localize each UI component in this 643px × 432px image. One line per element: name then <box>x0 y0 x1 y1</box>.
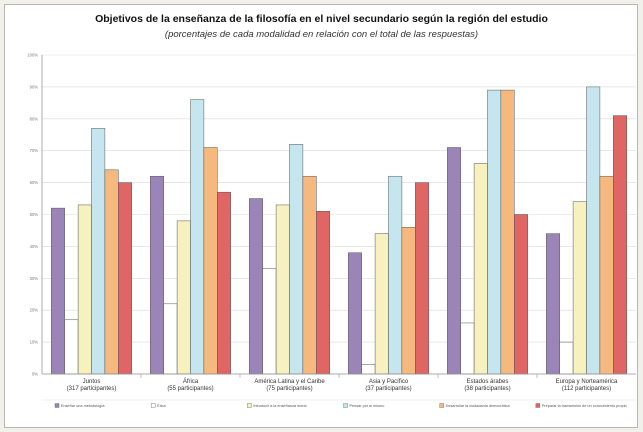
bar <box>275 204 290 375</box>
x-tick-label: Estados árabes <box>467 379 509 385</box>
bar <box>401 227 416 375</box>
y-tick-label: 70% <box>30 148 39 153</box>
bar <box>217 191 231 375</box>
x-tick-label: (112 participantes) <box>562 386 611 392</box>
bar <box>500 89 515 375</box>
bar <box>361 364 376 375</box>
bar <box>249 198 263 375</box>
bar <box>415 182 429 375</box>
chart-title: Objetivos de la enseñanza de la filosofí… <box>95 13 548 25</box>
bar <box>289 144 304 375</box>
legend-swatch <box>150 403 156 408</box>
bar <box>163 303 178 375</box>
bar <box>460 322 475 375</box>
y-tick-label: 80% <box>30 116 39 121</box>
bar <box>262 268 277 375</box>
y-tick-label: 30% <box>30 276 39 281</box>
y-tick-label: 10% <box>30 340 39 345</box>
bar <box>118 182 132 375</box>
bar <box>447 147 461 375</box>
legend-label: Pensar por sí mismo <box>350 404 385 408</box>
bar <box>51 207 65 375</box>
bar <box>572 201 587 375</box>
x-tick-label: (37 participantes) <box>365 386 411 392</box>
bar <box>374 233 389 375</box>
y-tick-label: 60% <box>30 180 39 185</box>
x-tick-label: (38 participantes) <box>464 386 510 392</box>
y-tick-label: 40% <box>30 244 39 249</box>
bar <box>487 89 502 375</box>
legend-swatch <box>535 403 541 408</box>
bar <box>599 175 614 375</box>
x-tick-label: Asia y Pacífico <box>369 379 409 385</box>
bar <box>203 147 218 375</box>
legend: Enseñar una metodología Ética Introducir a… <box>42 399 636 408</box>
legend-swatch <box>54 403 60 408</box>
legend-label: Enseñar una metodología <box>61 404 105 408</box>
bar <box>176 220 191 375</box>
y-tick-label: 0% <box>32 372 38 377</box>
y-tick-label: 20% <box>30 308 39 313</box>
bar <box>64 319 79 375</box>
y-tick-label: 100% <box>27 53 38 58</box>
bar <box>586 86 601 375</box>
bar <box>559 341 574 375</box>
legend-label: Ética <box>157 403 166 408</box>
bars <box>51 86 627 375</box>
chart-subtitle: (porcentajes de cada modalidad en relaci… <box>164 29 479 40</box>
bar <box>473 163 488 375</box>
bar <box>77 204 92 375</box>
gridlines <box>42 54 636 375</box>
bar <box>150 175 164 375</box>
legend-label: Introducir a la enseñanza moral <box>253 404 306 408</box>
x-tick-label: Europa y Norteamérica <box>556 379 618 385</box>
axes: 0%10%20%30%40%50%60%70%80%90%100%Juntos(… <box>27 53 636 392</box>
bar <box>388 175 403 375</box>
bar <box>190 99 205 375</box>
legend-label: Desarrollar la ciudadanía democrática <box>446 404 511 408</box>
y-tick-label: 50% <box>30 212 39 217</box>
x-tick-label: (317 participantes) <box>67 386 117 392</box>
legend-label: Preparar la transmisión de un conocimien… <box>542 404 627 408</box>
x-tick-label: (55 participantes) <box>167 386 213 392</box>
x-tick-label: Juntos <box>83 379 101 385</box>
x-tick-label: África <box>183 378 199 385</box>
bar <box>104 169 119 375</box>
legend-swatch <box>343 403 348 408</box>
legend-swatch <box>247 403 252 408</box>
bar <box>91 128 106 375</box>
x-tick-label: (75 participantes) <box>266 386 312 392</box>
legend-swatch <box>439 403 444 408</box>
bar <box>302 175 317 375</box>
x-tick-label: América Latina y el Caribe <box>254 379 325 385</box>
bar <box>316 211 330 375</box>
bar <box>348 252 362 375</box>
bar <box>514 214 528 375</box>
bar <box>613 115 627 375</box>
bar <box>546 233 560 375</box>
y-tick-label: 90% <box>30 84 39 89</box>
